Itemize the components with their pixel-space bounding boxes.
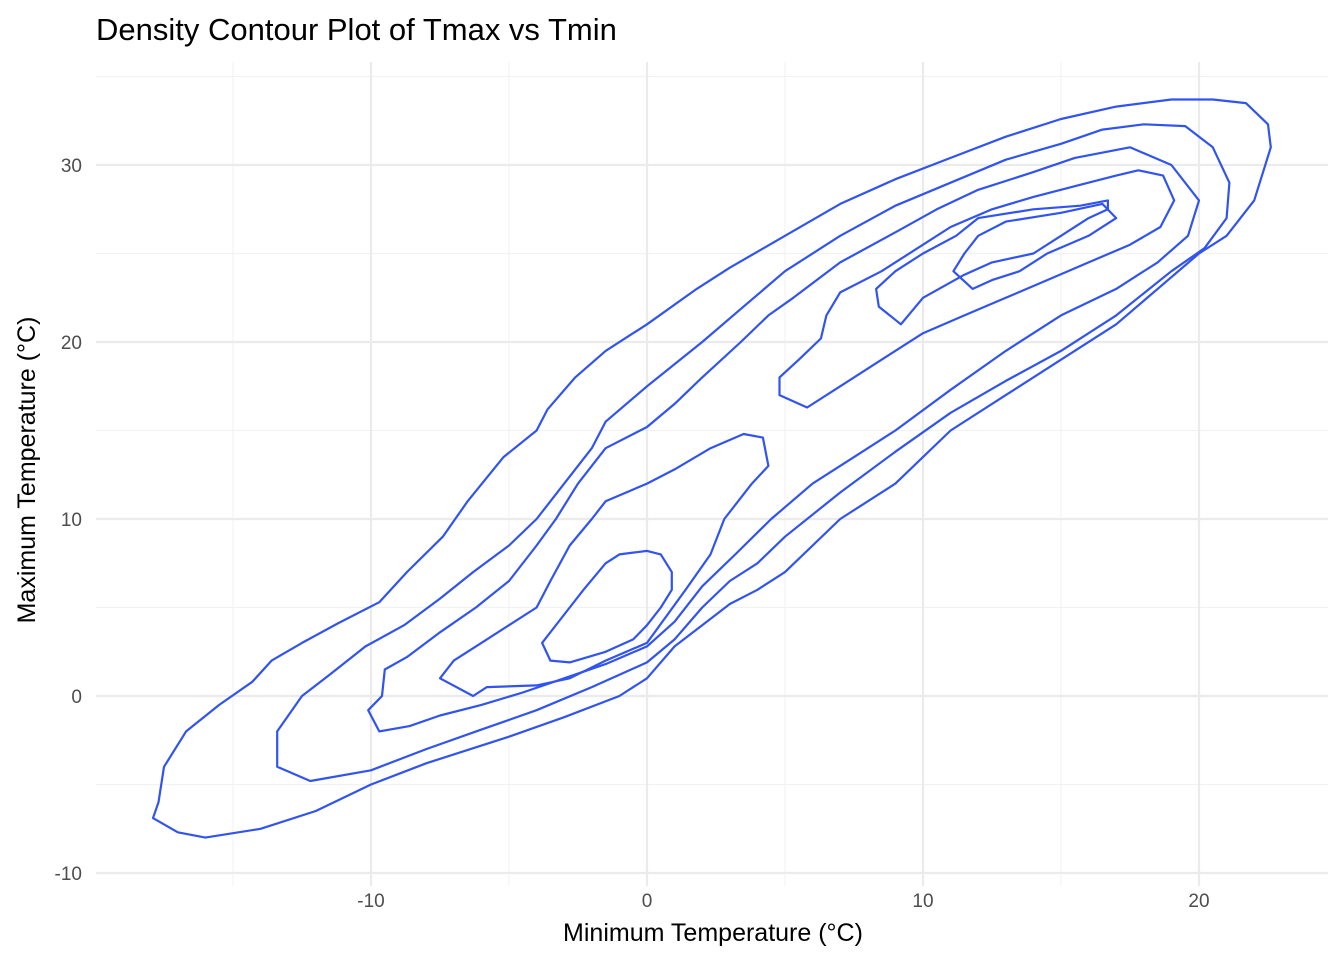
grid-layer [96,62,1328,886]
chart-title: Density Contour Plot of Tmax vs Tmin [96,12,617,47]
x-tick-label: 20 [1188,891,1209,912]
y-tick-label: -10 [55,864,82,885]
contour-layer [151,98,1272,839]
contour-line-5 [778,169,1176,409]
y-tick-label: 10 [61,510,82,531]
tick-label-layer: -10 0 10 20 -10 0 10 20 30 [55,156,1210,912]
contour-line-4 [438,432,770,698]
contour-line-2 [276,123,1231,783]
x-axis-title: Minimum Temperature (°C) [563,919,863,947]
y-tick-label: 0 [71,687,82,708]
contour-line-7 [875,199,1109,326]
x-tick-label: -10 [357,891,384,912]
contour-line-6 [541,549,673,664]
y-axis-title: Maximum Temperature (°C) [13,317,41,624]
x-tick-label: 10 [912,891,933,912]
y-tick-label: 30 [61,156,82,177]
x-tick-label: 0 [642,891,653,912]
y-tick-label: 20 [61,333,82,354]
contour-line-1 [151,98,1272,839]
contour-line-8 [952,202,1118,290]
contour-line-3 [367,146,1201,733]
